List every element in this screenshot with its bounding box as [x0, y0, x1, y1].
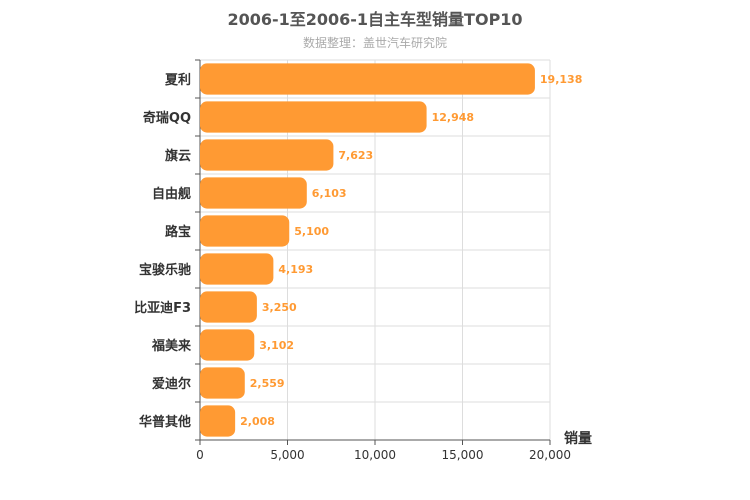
x-axis-title: 销量 [564, 430, 592, 447]
category-label: 路宝 [165, 224, 191, 240]
bar [200, 63, 535, 95]
x-tick-label: 5,000 [270, 448, 304, 462]
bar [200, 101, 427, 133]
category-label: 夏利 [164, 72, 191, 88]
value-label: 3,250 [262, 301, 297, 314]
x-tick-label: 20,000 [529, 448, 571, 462]
value-label: 6,103 [312, 187, 347, 200]
category-label: 自由舰 [152, 186, 191, 202]
chart-title: 2006-1至2006-1自主车型销量TOP10 [227, 10, 523, 29]
category-label: 比亚迪F3 [134, 300, 191, 316]
bar [200, 405, 236, 437]
x-tick-label: 10,000 [354, 448, 396, 462]
value-label: 2,559 [250, 377, 285, 390]
x-tick-label: 0 [196, 448, 204, 462]
bar [200, 329, 255, 361]
value-label: 7,623 [338, 149, 373, 162]
category-label: 宝骏乐驰 [139, 262, 191, 278]
bar [200, 253, 274, 285]
category-label: 奇瑞QQ [143, 110, 191, 126]
chart-subtitle: 数据整理：盖世汽车研究院 [302, 36, 447, 50]
value-label: 12,948 [432, 111, 474, 124]
bar [200, 139, 334, 171]
x-tick-label: 15,000 [442, 448, 484, 462]
value-label: 2,008 [240, 415, 275, 428]
value-label: 3,102 [259, 339, 294, 352]
category-label: 旗云 [165, 148, 191, 164]
category-label: 华普其他 [139, 414, 191, 430]
value-label: 4,193 [278, 263, 313, 276]
value-label: 5,100 [294, 225, 329, 238]
bar [200, 215, 290, 247]
value-label: 19,138 [540, 73, 582, 86]
category-label: 福美来 [151, 338, 192, 354]
category-label: 爱迪尔 [152, 376, 191, 392]
bar [200, 367, 245, 399]
bar [200, 291, 257, 323]
bar [200, 177, 307, 209]
